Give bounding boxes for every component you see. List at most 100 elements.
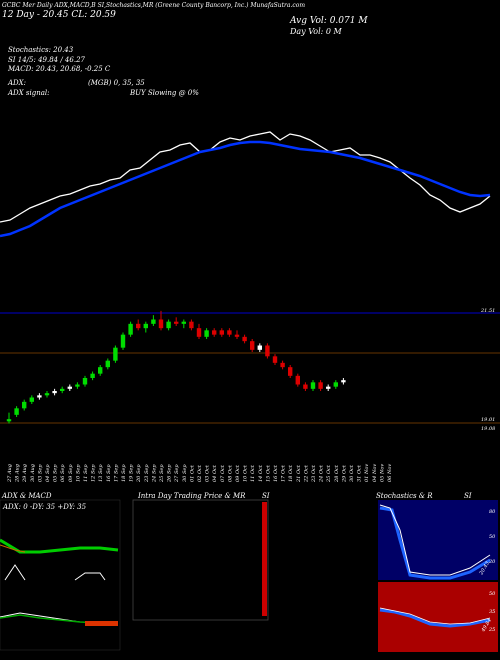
moving-average-line <box>0 140 491 238</box>
candle-body <box>22 401 27 409</box>
candle-body <box>113 347 118 361</box>
candle-body <box>174 321 179 324</box>
candle-body <box>196 328 202 337</box>
si-readout: SI 14/5: 49.84 / 46.27 <box>8 56 85 64</box>
candle-body <box>29 397 34 402</box>
x-tick-label: 01 Nov <box>364 464 370 482</box>
avg-volume: Avg Vol: 0.071 M <box>290 16 368 26</box>
candle-body <box>98 367 103 374</box>
price-level-label: 19.01 <box>481 417 495 423</box>
candle-body <box>158 319 164 329</box>
header-title: GCBC Mer Daily ADX,MACD,B SI,Stochastics… <box>2 2 306 9</box>
candle-body <box>310 382 316 389</box>
candle-body <box>181 321 186 324</box>
stochastics-panel <box>378 500 498 580</box>
si-tick-label: 50 <box>489 591 496 597</box>
mr-panel <box>132 499 269 621</box>
x-tick-label: 27 Aug <box>7 464 13 483</box>
x-tick-label: 28 Aug <box>15 464 21 483</box>
stoch-panel-title: Stochastics & R <box>376 492 433 500</box>
x-tick-label: 18 Sep <box>121 464 127 482</box>
x-tick-label: 18 Oct <box>288 464 294 482</box>
adx-values: (MGB) 0, 35, 35 <box>88 79 145 87</box>
candle-body <box>189 321 194 329</box>
day-volume: Day Vol: 0 M <box>290 27 342 36</box>
candle-body <box>105 360 110 368</box>
stochastics-readout: Stochastics: 20.43 <box>8 46 74 54</box>
candle-body <box>151 319 156 324</box>
candle-body <box>265 345 270 357</box>
candle-body <box>120 334 126 348</box>
x-tick-label: 14 Oct <box>258 464 264 482</box>
x-tick-label: 31 Oct <box>357 464 363 482</box>
candle-body <box>318 382 323 389</box>
x-tick-label: 29 Oct <box>341 464 347 483</box>
candle-body <box>6 419 12 422</box>
candle-body <box>82 378 88 385</box>
x-tick-label: 16 Sep <box>106 464 112 482</box>
x-tick-label: 27 Sep <box>174 464 180 483</box>
candle-body <box>250 341 255 350</box>
macd-histogram <box>85 621 118 626</box>
x-tick-label: 25 Oct <box>326 464 332 483</box>
adx-panel <box>0 499 121 651</box>
si-panel <box>378 582 498 652</box>
x-tick-label: 11 Oct <box>250 464 256 482</box>
candle-body <box>295 375 300 385</box>
price-level-label: 19.08 <box>481 426 495 432</box>
price-line <box>0 131 491 223</box>
x-tick-label: 05 Sep <box>53 464 59 482</box>
x-tick-label: 16 Oct <box>273 464 279 482</box>
candle-body <box>14 408 19 415</box>
adx-dmi-line <box>4 564 106 581</box>
candle-body <box>60 388 65 391</box>
x-tick-label: 30 Oct <box>349 464 355 482</box>
si-value-label: 49.84 <box>480 618 493 634</box>
stochastics-k-line <box>379 506 491 580</box>
candle-body <box>143 323 148 329</box>
x-tick-label: 29 Aug <box>22 464 28 483</box>
x-tick-label: 09 Sep <box>68 464 74 482</box>
si-tick-label: 35 <box>489 609 495 615</box>
adx-label: ADX: <box>8 79 27 87</box>
x-tick-label: 05 Nov <box>379 464 385 482</box>
candle-body <box>166 321 171 329</box>
candle-body <box>212 330 217 335</box>
x-tick-label: 26 Sep <box>167 464 173 483</box>
stoch-panel-si: SI <box>464 492 472 500</box>
x-tick-label: 02 Oct <box>197 464 203 482</box>
candle-body <box>257 345 262 350</box>
x-tick-label: 30 Sep <box>182 464 188 482</box>
x-tick-label: 10 Oct <box>243 464 249 482</box>
candle-body <box>326 386 331 389</box>
header-line2: 12 Day - 20.45 CL: 20.59 <box>2 10 116 20</box>
candle-body <box>219 330 224 335</box>
x-tick-label: 21 Oct <box>296 464 302 483</box>
x-tick-label: 11 Sep <box>83 464 89 482</box>
mr-panel-si: SI <box>262 492 270 500</box>
candle-body <box>128 323 133 335</box>
macd-line <box>0 612 118 623</box>
x-tick-label: 17 Sep <box>113 464 119 482</box>
x-tick-label: 13 Sep <box>98 464 104 482</box>
x-tick-label: 24 Oct <box>319 464 325 483</box>
adx-panel-info: ADX: 0 -DY: 35 +DY: 35 <box>2 503 87 511</box>
x-tick-label: 23 Oct <box>311 464 317 483</box>
x-tick-label: 10 Sep <box>75 464 81 482</box>
x-tick-label: 30 Aug <box>30 464 36 482</box>
candle-body <box>227 330 232 335</box>
x-tick-label: 01 Oct <box>189 464 195 482</box>
candle-body <box>333 382 338 387</box>
adx-signal-text: BUY Slowing @ 0% <box>130 89 199 97</box>
x-tick-label: 23 Sep <box>144 464 150 483</box>
macd-signal-line <box>0 614 118 624</box>
candle-body <box>303 384 308 389</box>
candle-body <box>272 356 278 363</box>
stoch-tick-label: 50 <box>489 534 496 540</box>
mr-panel-title: Intra Day Trading Price & MR <box>138 492 246 500</box>
adx-panel-title: ADX & MACD <box>2 492 52 500</box>
candle-body <box>44 393 50 396</box>
macd-readout: MACD: 20.43, 20.68, -0.25 C <box>8 65 111 73</box>
x-tick-label: 17 Oct <box>281 464 287 482</box>
